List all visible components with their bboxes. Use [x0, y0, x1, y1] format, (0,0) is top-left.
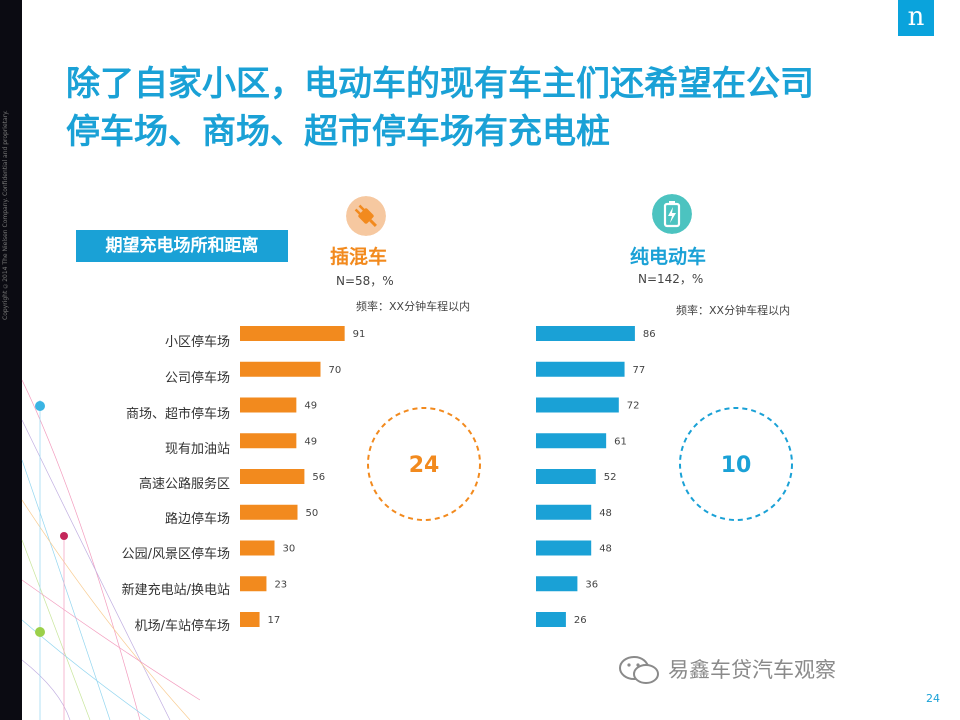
category-label: 公司停车场: [164, 371, 230, 386]
summary-circle: [367, 407, 481, 521]
brand-logo: n: [898, 0, 934, 36]
category-label: 机场/车站停车场: [134, 619, 230, 634]
frequency-note-bev: 频率：XX分钟车程以内: [676, 304, 791, 317]
bar-value-label: 36: [585, 579, 598, 590]
bar-bev: [536, 469, 596, 484]
bar-phev: [240, 504, 298, 520]
bar-value-label: 86: [643, 329, 656, 340]
bar-value-label: 72: [627, 401, 640, 412]
series-name-bev: 纯电动车: [630, 246, 707, 268]
series-name-phev: 插混车: [330, 246, 388, 268]
bar-value-label: 17: [268, 615, 281, 626]
bar-phev: [240, 576, 267, 592]
sample-size-phev: N=58，%: [336, 274, 394, 288]
bar-value-label: 70: [329, 365, 342, 376]
battery-icon: [652, 194, 692, 234]
section-label: 期望充电场所和距离: [76, 230, 288, 262]
bar-bev: [536, 397, 619, 413]
category-label: 高速公路服务区: [138, 477, 230, 492]
plug-icon: [346, 196, 386, 236]
category-label: 小区停车场: [164, 335, 230, 350]
bar-bev: [536, 504, 592, 520]
bar-bev: [536, 612, 566, 627]
bar-value-label: 48: [599, 508, 612, 519]
decorative-side-strip: Copyright ©2014 The Nielsen Company. Con…: [0, 0, 22, 720]
bar-value-label: 48: [599, 544, 612, 555]
bar-phev: [240, 361, 321, 377]
bar-phev: [240, 469, 305, 484]
bar-phev: [240, 540, 275, 556]
summary-circle-value: 24: [409, 453, 440, 478]
bar-bev: [536, 361, 625, 377]
page-title: 除了自家小区，电动车的现有车主们还希望在公司 停车场、商场、超市停车场有充电桩: [66, 60, 926, 156]
page-number: 24: [926, 692, 940, 705]
bar-phev: [240, 397, 297, 413]
bar-value-label: 50: [306, 508, 319, 519]
bar-value-label: 30: [283, 544, 296, 555]
bar-phev: [240, 433, 297, 449]
decorative-mesh: [21, 379, 200, 720]
category-label: 公园/风景区停车场: [121, 547, 230, 562]
bar-bev: [536, 576, 578, 592]
bar-value-label: 49: [304, 436, 317, 447]
category-label: 商场、超市停车场: [125, 407, 230, 422]
bar-value-label: 52: [604, 472, 617, 483]
bar-bev: [536, 433, 607, 449]
bar-value-label: 49: [304, 401, 317, 412]
category-label: 新建充电站/换电站: [121, 583, 230, 598]
title-line-2: 停车场、商场、超市停车场有充电桩: [66, 112, 610, 152]
frequency-note-phev: 频率：XX分钟车程以内: [356, 300, 471, 313]
summary-circle: [679, 407, 793, 521]
bar-phev: [240, 326, 345, 341]
bar-value-label: 26: [574, 615, 587, 626]
bar-bev: [536, 326, 635, 341]
category-label: 现有加油站: [164, 442, 230, 457]
bar-bev: [536, 540, 592, 556]
category-label: 路边停车场: [164, 512, 230, 527]
summary-circle-value: 10: [721, 453, 752, 478]
bar-value-label: 77: [633, 365, 646, 376]
bar-value-label: 91: [353, 329, 366, 340]
sample-size-bev: N=142，%: [638, 272, 704, 286]
title-line-1: 除了自家小区，电动车的现有车主们还希望在公司: [66, 64, 814, 104]
bar-value-label: 56: [312, 472, 325, 483]
bar-phev: [240, 612, 260, 627]
watermark-text: 易鑫车贷汽车观察: [668, 658, 836, 682]
chat-bubble-icon: [619, 656, 659, 684]
bar-value-label: 23: [274, 579, 287, 590]
bar-value-label: 61: [614, 436, 627, 447]
